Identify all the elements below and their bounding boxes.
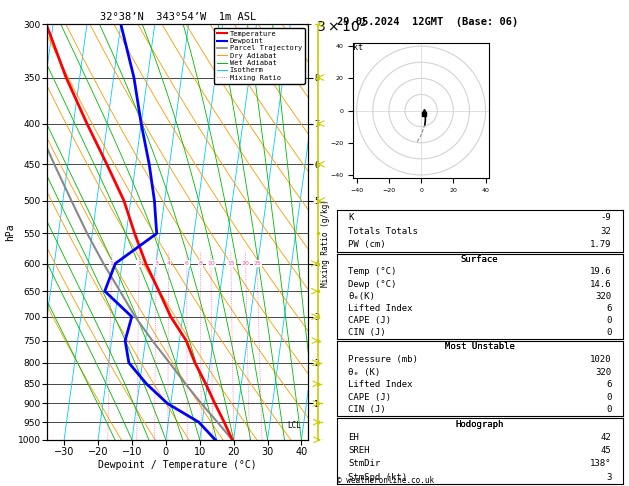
Text: 32: 32: [601, 226, 611, 236]
Text: 29.05.2024  12GMT  (Base: 06): 29.05.2024 12GMT (Base: 06): [337, 17, 518, 27]
Text: 15: 15: [227, 261, 235, 266]
Text: 19.6: 19.6: [590, 267, 611, 277]
Text: 0: 0: [606, 405, 611, 414]
Text: CIN (J): CIN (J): [348, 405, 386, 414]
Text: 138°: 138°: [590, 459, 611, 469]
Text: 3: 3: [154, 261, 158, 266]
Text: StmDir: StmDir: [348, 459, 380, 469]
Text: 2: 2: [137, 261, 141, 266]
Text: Temp (°C): Temp (°C): [348, 267, 396, 277]
Text: 10: 10: [207, 261, 215, 266]
Text: Totals Totals: Totals Totals: [348, 226, 418, 236]
Text: CAPE (J): CAPE (J): [348, 393, 391, 402]
Text: 1: 1: [110, 261, 114, 266]
Text: -9: -9: [601, 213, 611, 222]
Text: 14.6: 14.6: [590, 279, 611, 289]
Text: 1.79: 1.79: [590, 241, 611, 249]
Text: LCL: LCL: [287, 420, 301, 430]
Y-axis label: hPa: hPa: [5, 223, 15, 241]
Y-axis label: km
ASL: km ASL: [373, 223, 388, 242]
Text: Mixing Ratio (g/kg): Mixing Ratio (g/kg): [321, 199, 330, 287]
Text: θₑ(K): θₑ(K): [348, 292, 375, 301]
Text: EH: EH: [348, 433, 359, 442]
Legend: Temperature, Dewpoint, Parcel Trajectory, Dry Adiabat, Wet Adiabat, Isotherm, Mi: Temperature, Dewpoint, Parcel Trajectory…: [214, 28, 304, 84]
Text: Most Unstable: Most Unstable: [445, 343, 515, 351]
Text: K: K: [348, 213, 353, 222]
Text: 320: 320: [595, 367, 611, 377]
Text: 25: 25: [253, 261, 261, 266]
Text: © weatheronline.co.uk: © weatheronline.co.uk: [337, 476, 433, 485]
Text: 4: 4: [167, 261, 170, 266]
Text: Hodograph: Hodograph: [455, 420, 504, 429]
Text: 6: 6: [606, 380, 611, 389]
Text: Surface: Surface: [461, 255, 498, 264]
Text: PW (cm): PW (cm): [348, 241, 386, 249]
Text: 8: 8: [198, 261, 203, 266]
Text: 0: 0: [606, 316, 611, 325]
Text: 20: 20: [242, 261, 250, 266]
Text: 42: 42: [601, 433, 611, 442]
Text: Dewp (°C): Dewp (°C): [348, 279, 396, 289]
Text: Lifted Index: Lifted Index: [348, 304, 413, 313]
Text: kt: kt: [353, 43, 364, 52]
Text: CIN (J): CIN (J): [348, 328, 386, 337]
Text: 320: 320: [595, 292, 611, 301]
Text: Surface: Surface: [461, 255, 498, 264]
Text: Most Unstable: Most Unstable: [445, 343, 515, 351]
Text: θₑ (K): θₑ (K): [348, 367, 380, 377]
Text: 0: 0: [606, 328, 611, 337]
Text: Hodograph: Hodograph: [455, 420, 504, 429]
Text: 45: 45: [601, 446, 611, 455]
Text: 1020: 1020: [590, 355, 611, 364]
Text: 0: 0: [606, 393, 611, 402]
Title: 32°38’N  343°54’W  1m ASL: 32°38’N 343°54’W 1m ASL: [99, 12, 256, 22]
X-axis label: Dewpoint / Temperature (°C): Dewpoint / Temperature (°C): [98, 460, 257, 470]
Text: StmSpd (kt): StmSpd (kt): [348, 472, 407, 482]
Text: 3: 3: [606, 472, 611, 482]
Text: Pressure (mb): Pressure (mb): [348, 355, 418, 364]
Text: 6: 6: [606, 304, 611, 313]
Text: 6: 6: [185, 261, 189, 266]
Text: SREH: SREH: [348, 446, 369, 455]
Text: CAPE (J): CAPE (J): [348, 316, 391, 325]
Text: Lifted Index: Lifted Index: [348, 380, 413, 389]
